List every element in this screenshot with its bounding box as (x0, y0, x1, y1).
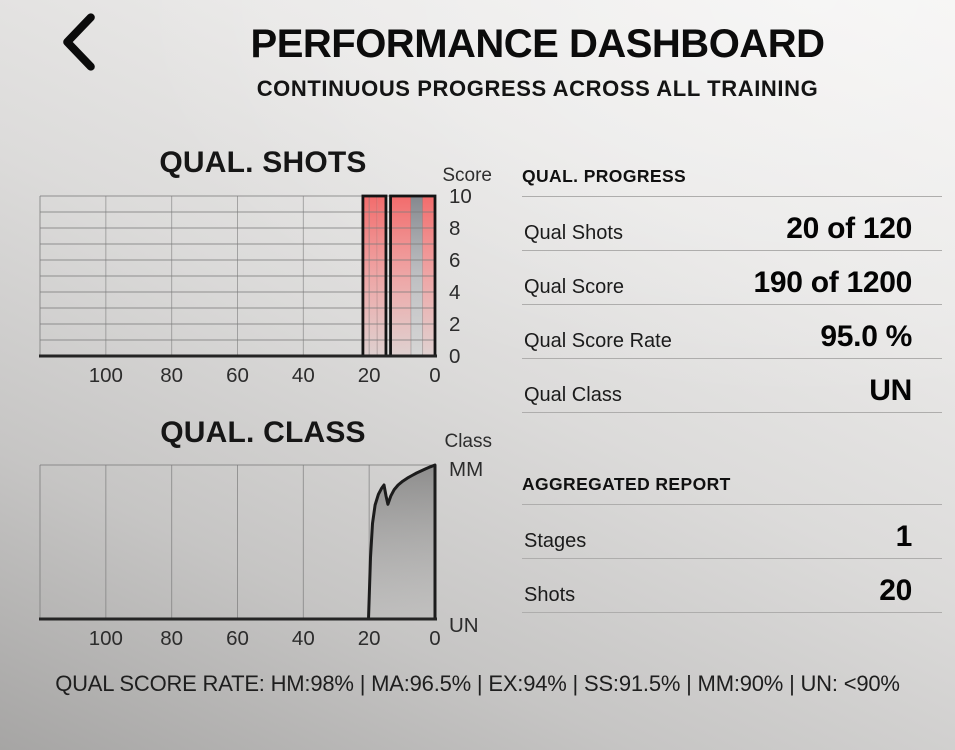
y-tick-label: 2 (449, 313, 460, 336)
x-tick-label: 40 (292, 627, 315, 650)
stat-value: UN (869, 374, 912, 407)
stat-label: Stages (524, 530, 587, 552)
x-tick-label: 60 (226, 364, 249, 387)
qual-shots-y-axis-label: Score (442, 165, 492, 186)
stat-row-qual-class: Qual Class UN (522, 359, 942, 413)
stat-row-qual-score: Qual Score 190 of 1200 (522, 251, 942, 305)
qual-class-chart-title: QUAL. CLASS (160, 416, 366, 449)
x-tick-label: 60 (226, 627, 249, 650)
y-tick-label-mm: MM (449, 458, 483, 481)
y-tick-label-un: UN (449, 614, 479, 637)
stat-row-stages: Stages 1 (522, 505, 942, 559)
chevron-left-icon (63, 13, 95, 71)
stat-value: 20 (879, 574, 912, 607)
x-tick-label: 20 (358, 364, 381, 387)
back-button[interactable] (56, 12, 102, 72)
x-tick-label: 20 (358, 627, 381, 650)
x-tick-label: 80 (160, 364, 183, 387)
stat-label: Qual Class (524, 384, 622, 406)
y-tick-label: 0 (449, 345, 460, 368)
page-subtitle: CONTINUOUS PROGRESS ACROSS ALL TRAINING (256, 76, 819, 101)
x-tick-label: 40 (292, 364, 315, 387)
stat-row-qual-shots: Qual Shots 20 of 120 (522, 197, 942, 251)
qual-progress-section: QUAL. PROGRESS Qual Shots 20 of 120 Qual… (522, 150, 942, 413)
section-title-qual-progress: QUAL. PROGRESS (522, 150, 942, 197)
aggregated-report-section: AGGREGATED REPORT Stages 1 Shots 20 (522, 458, 942, 613)
section-title-aggregated-report: AGGREGATED REPORT (522, 458, 942, 505)
page-title: PERFORMANCE DASHBOARD (250, 22, 825, 66)
class-progress-area (367, 463, 437, 621)
stat-label: Qual Score Rate (524, 330, 672, 352)
qual-score-rate-legend: QUAL SCORE RATE: HM:98% | MA:96.5% | EX:… (55, 671, 900, 696)
x-tick-label: 0 (429, 364, 440, 387)
stat-value: 190 of 1200 (753, 266, 913, 299)
qual-shots-chart-title: QUAL. SHOTS (159, 146, 367, 179)
y-tick-label: 8 (449, 217, 460, 240)
stat-label: Qual Shots (524, 222, 623, 244)
stat-label: Shots (524, 584, 576, 606)
stat-label: Qual Score (524, 276, 625, 298)
x-tick-label: 100 (89, 627, 123, 650)
qual-class-chart: 100 80 60 40 20 0 MM UN (39, 458, 483, 650)
qual-class-y-axis-label: Class (444, 431, 492, 452)
stat-row-qual-score-rate: Qual Score Rate 95.0 % (522, 305, 942, 359)
stat-value: 95.0 % (820, 320, 912, 353)
y-tick-label: 10 (449, 185, 472, 208)
x-tick-label: 0 (429, 627, 440, 650)
stats-panel: QUAL. PROGRESS Qual Shots 20 of 120 Qual… (522, 150, 942, 613)
x-tick-label: 80 (160, 627, 183, 650)
stat-value: 1 (895, 520, 913, 553)
stat-row-shots: Shots 20 (522, 559, 942, 613)
y-tick-label: 4 (449, 281, 460, 304)
x-tick-label: 100 (89, 364, 123, 387)
y-tick-label: 6 (449, 249, 460, 272)
stat-value: 20 of 120 (786, 212, 912, 245)
